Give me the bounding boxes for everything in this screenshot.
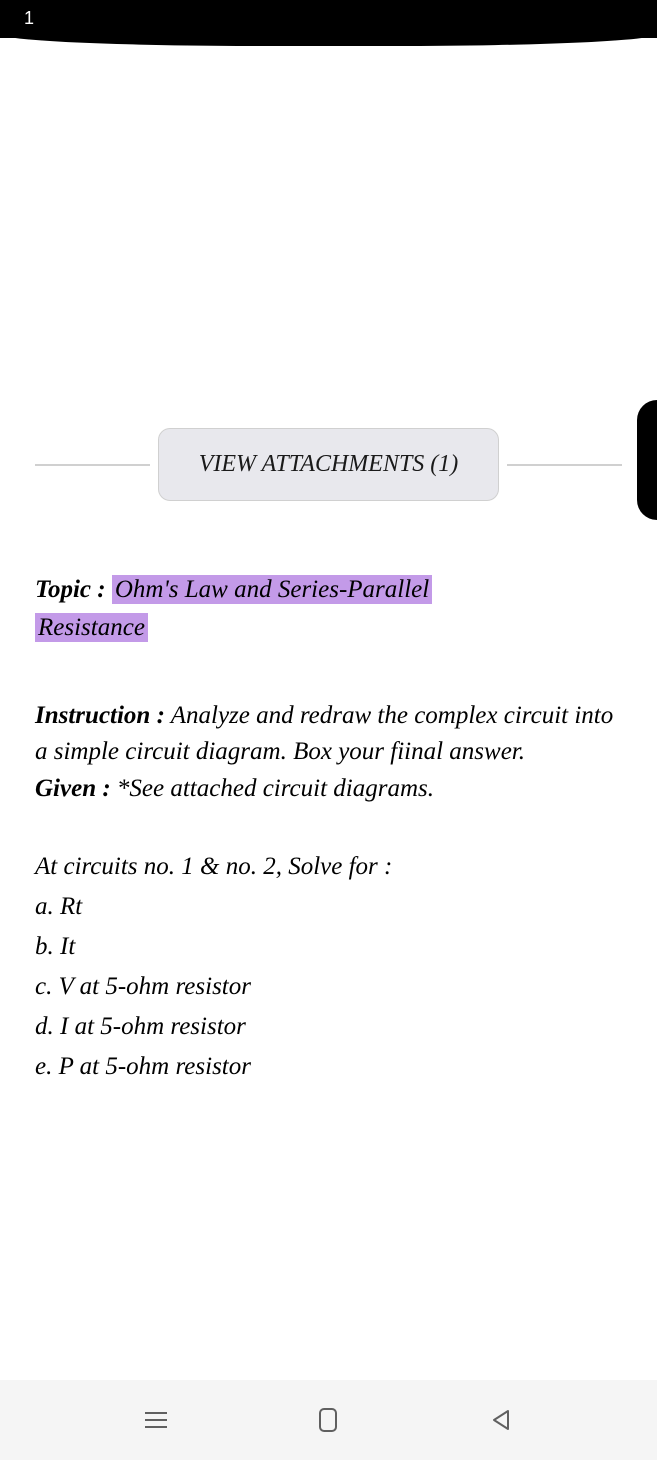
top-curve-overlay [0,34,657,46]
menu-icon [145,1411,167,1429]
navigation-bar [0,1380,657,1460]
view-attachments-button[interactable]: VIEW ATTACHMENTS (1) [158,428,500,501]
solve-section: At circuits no. 1 & no. 2, Solve for : a… [35,847,622,1087]
solve-item: a. Rt [35,887,622,927]
topic-label: Topic : [35,576,106,603]
status-time: 1 [24,8,34,29]
given-label: Given : [35,775,111,802]
given-text: *See attached circuit diagrams. [117,775,434,802]
back-triangle-icon [491,1409,511,1431]
attachments-section: VIEW ATTACHMENTS (1) [35,428,622,501]
topic-highlight-1: Ohm's Law and Series-Parallel [112,575,432,604]
topic-line: Topic : Ohm's Law and Series-Parallel Re… [35,571,622,646]
content-area: VIEW ATTACHMENTS (1) Topic : Ohm's Law a… [0,428,657,1087]
square-icon [318,1407,338,1433]
solve-heading: At circuits no. 1 & no. 2, Solve for : [35,847,622,887]
instruction-section: Instruction : Analyze and redraw the com… [35,698,622,807]
solve-item: e. P at 5-ohm resistor [35,1047,622,1087]
nav-menu-button[interactable] [143,1407,169,1433]
solve-item: c. V at 5-ohm resistor [35,967,622,1007]
solve-item: b. It [35,927,622,967]
nav-home-button[interactable] [315,1407,341,1433]
divider-line-left [35,464,150,466]
solve-item: d. I at 5-ohm resistor [35,1007,622,1047]
nav-back-button[interactable] [488,1407,514,1433]
instruction-label: Instruction : [35,702,165,729]
divider-line-right [507,464,622,466]
topic-highlight-2: Resistance [35,613,148,642]
status-bar: 1 [0,0,657,38]
